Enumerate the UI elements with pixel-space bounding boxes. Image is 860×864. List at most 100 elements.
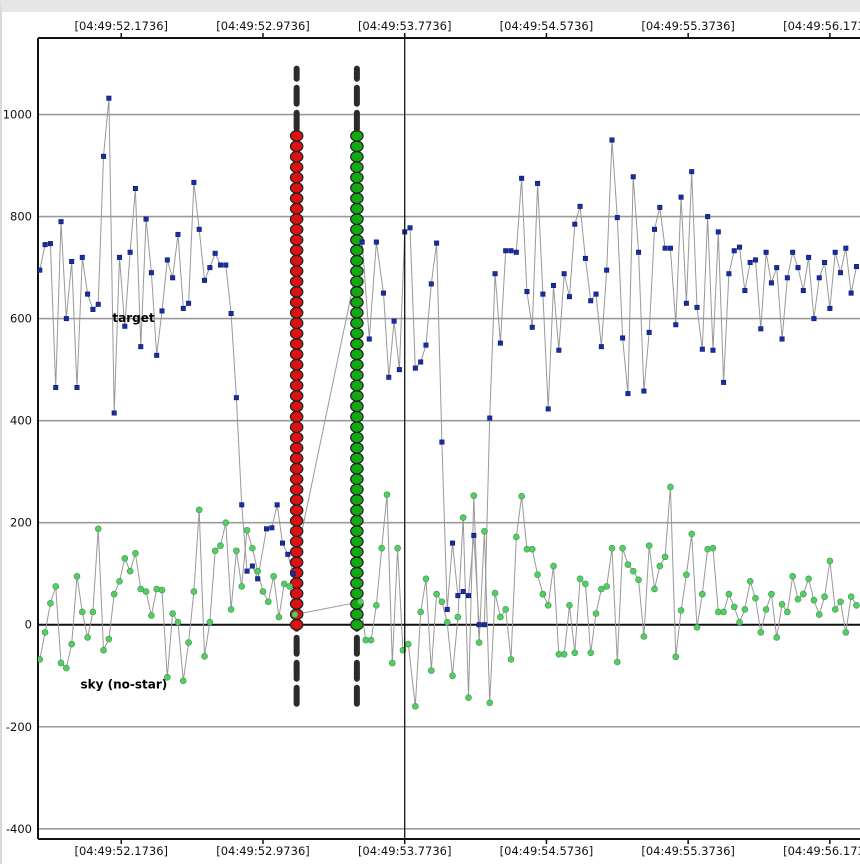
data-point-target <box>101 153 107 159</box>
data-point-sky <box>831 606 839 613</box>
data-point-target <box>412 365 418 371</box>
data-point-target <box>42 242 48 248</box>
data-point-target <box>731 248 737 254</box>
data-point-target <box>790 249 796 255</box>
marker-band-bead <box>350 213 364 225</box>
marker-band-bead <box>350 546 364 558</box>
data-point-sky <box>752 594 759 602</box>
marker-band-bead <box>289 390 304 402</box>
marker-band-bead <box>289 223 304 236</box>
data-point-target <box>508 248 514 254</box>
data-point-target <box>657 204 663 210</box>
marker-band-2[interactable] <box>350 65 364 707</box>
marker-band-bead <box>350 535 364 548</box>
data-point-sky <box>259 588 267 595</box>
marker-band-bead <box>350 327 364 340</box>
data-point-target <box>228 311 234 317</box>
data-point-target <box>572 221 578 227</box>
data-point-target <box>556 347 562 353</box>
data-point-sky <box>373 602 380 609</box>
data-point-sky <box>275 613 283 621</box>
data-point-target <box>582 255 588 261</box>
data-point-sky <box>169 610 176 617</box>
marker-band-bead <box>289 525 304 537</box>
data-point-target <box>111 410 117 416</box>
data-point-sky <box>121 555 129 562</box>
marker-band-bead <box>289 483 304 496</box>
data-point-sky <box>784 608 791 616</box>
data-point-sky <box>651 585 658 593</box>
data-point-sky <box>789 572 796 580</box>
data-point-target <box>651 226 657 232</box>
marker-band-bead <box>350 462 364 475</box>
data-point-target <box>180 305 186 311</box>
data-point-target <box>774 265 780 271</box>
data-point-target <box>577 203 583 209</box>
marker-band-bead <box>289 192 304 205</box>
data-point-target <box>138 344 144 350</box>
data-point-sky <box>132 549 139 557</box>
data-point-target <box>545 406 551 412</box>
data-point-sky <box>736 618 743 626</box>
marker-band-bead <box>350 306 364 319</box>
data-point-sky <box>417 608 424 616</box>
data-point-sky <box>507 656 515 663</box>
data-point-sky <box>730 603 738 611</box>
data-point-target <box>460 589 466 595</box>
data-point-target <box>566 294 572 300</box>
data-point-target <box>191 179 197 185</box>
marker-band-bead <box>289 244 304 257</box>
data-point-sky <box>757 629 765 636</box>
marker-band-bead <box>350 556 364 569</box>
data-point-sky <box>688 530 696 538</box>
data-point-target <box>710 347 716 353</box>
data-point-sky <box>105 635 113 643</box>
data-point-sky <box>656 562 664 570</box>
data-point-target <box>450 540 456 546</box>
data-point-target <box>822 259 828 265</box>
marker-band-bead <box>350 483 364 496</box>
data-point-sky <box>491 589 499 597</box>
data-point-target <box>481 622 487 628</box>
data-point-sky <box>800 590 807 598</box>
marker-band-1[interactable] <box>289 65 304 707</box>
data-point-target <box>853 264 859 270</box>
data-point-sky <box>534 571 541 579</box>
data-point-target <box>524 289 530 295</box>
data-point-target <box>487 415 493 421</box>
data-point-sky <box>185 639 192 646</box>
marker-band-bead <box>350 182 364 194</box>
data-point-sky <box>222 519 230 526</box>
data-point-sky <box>195 506 203 514</box>
x-axis-top: [04:49:52.1736] [04:49:52.9736] [04:49:53.… <box>74 19 860 38</box>
marker-band-bead <box>289 473 304 485</box>
data-point-target <box>69 258 75 264</box>
data-point-target <box>423 342 429 348</box>
data-point-sky <box>427 667 435 674</box>
series-labels: target sky (no-star) <box>81 311 168 691</box>
marker-band-bead <box>289 213 304 225</box>
marker-band-bead <box>350 452 364 465</box>
data-point-sky <box>89 608 97 616</box>
marker-bands[interactable] <box>289 65 364 707</box>
marker-band-bead <box>350 494 364 506</box>
data-point-sky <box>560 651 568 658</box>
data-point-sky <box>422 575 430 583</box>
data-point-target <box>74 384 80 390</box>
data-point-sky <box>720 608 727 616</box>
data-point-target <box>439 439 445 445</box>
x-tick-label-top: [04:49:52.1736] <box>74 19 168 33</box>
data-point-sky <box>412 703 419 710</box>
data-point-target <box>269 525 275 531</box>
marker-band-bead <box>350 286 364 298</box>
data-point-sky <box>683 571 690 579</box>
data-point-target <box>233 395 239 401</box>
data-point-target <box>763 249 769 255</box>
marker-band-bead <box>350 140 364 153</box>
data-point-target <box>588 298 594 304</box>
marker-band-bead <box>350 338 364 350</box>
data-point-sky <box>383 491 391 498</box>
data-point-sky <box>475 639 483 646</box>
data-point-sky <box>233 547 240 555</box>
data-point-target <box>290 571 296 577</box>
